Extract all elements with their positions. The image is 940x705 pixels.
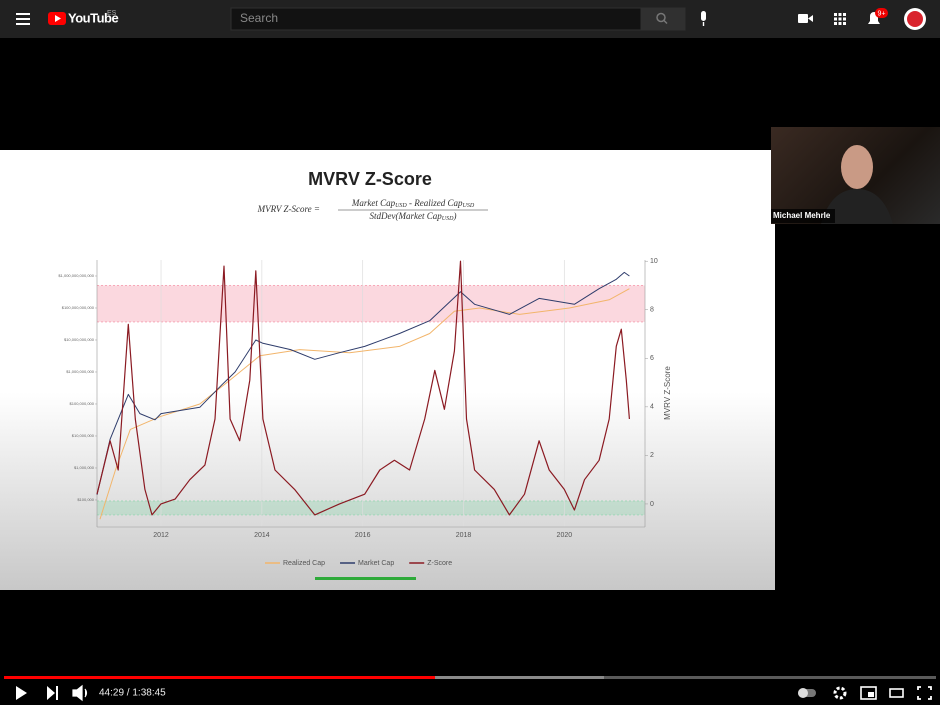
y-tick-label: $1,000,000: [74, 465, 95, 470]
settings-button[interactable]: [833, 686, 847, 700]
formula-numerator: Market CapUSD - Realized CapUSD: [351, 198, 475, 209]
formula-part: ): [452, 211, 456, 221]
face: [841, 145, 873, 189]
shirt: [821, 189, 893, 224]
formula-sub: USD: [395, 203, 407, 209]
fullscreen-button[interactable]: [917, 686, 932, 700]
series-line: [96, 260, 630, 516]
y-tick-label: $100,000,000: [70, 401, 95, 406]
next-button[interactable]: [47, 686, 58, 700]
logo-play: [55, 15, 61, 22]
x-tick-label: 2016: [355, 532, 371, 539]
time: 44:29 / 1:38:45: [99, 688, 166, 699]
menu-button[interactable]: [16, 13, 30, 25]
logo-text[interactable]: YouTube: [68, 10, 119, 25]
formula-lhs: MVRV Z-Score =: [257, 204, 320, 214]
theater-button[interactable]: [889, 688, 904, 698]
formula-part: Market Cap: [351, 198, 396, 208]
apps-button[interactable]: [834, 13, 846, 25]
header: YouTube ES Search 9+: [0, 0, 940, 38]
chart-screenshot: MVRV Z-Score MVRV Z-Score = Market CapUS…: [0, 150, 775, 590]
formula-part: StdDev(Market Cap: [370, 211, 443, 221]
search-box[interactable]: [230, 7, 642, 31]
search-icon-handle: [663, 19, 668, 25]
avatar-logo: [907, 11, 923, 27]
y-tick-label: $100,000: [77, 497, 94, 502]
x-tick-label: 2014: [254, 532, 270, 539]
region: ES: [107, 10, 117, 17]
mic-button[interactable]: [701, 11, 706, 26]
y2-tick-label: 4: [650, 404, 654, 411]
formula-part: - Realized Cap: [407, 198, 463, 208]
band: [97, 285, 645, 322]
y-tick-label: $1,000,000,000: [66, 369, 95, 374]
miniplayer-button[interactable]: [860, 686, 877, 700]
y-tick-label: $10,000,000: [72, 433, 95, 438]
formula-sub: USD: [442, 216, 454, 222]
name: Michael Mehrle: [773, 211, 831, 220]
autoplay-knob: [798, 688, 808, 698]
progress-played: [4, 676, 435, 679]
legend-label: Realized Cap: [283, 560, 325, 567]
play-button[interactable]: [16, 686, 27, 700]
create-button[interactable]: [798, 14, 813, 23]
y-tick-label: $10,000,000,000: [64, 337, 95, 342]
search-button[interactable]: [640, 7, 686, 31]
y2-tick-label: 6: [650, 355, 654, 362]
x-tick-label: 2012: [153, 532, 169, 539]
y2-tick-label: 10: [650, 258, 658, 265]
search-icon: [656, 12, 666, 23]
x-tick-label: 2020: [557, 532, 573, 539]
y2-axis-label: MVRV Z-Score: [663, 366, 672, 420]
chart-title: MVRV Z-Score: [308, 169, 432, 189]
volume-button[interactable]: [72, 684, 88, 702]
formula-sub: USD: [463, 203, 475, 209]
y2-tick-label: 0: [650, 501, 654, 508]
series-line: [96, 271, 630, 495]
underline-marker: [315, 577, 416, 580]
name-tag: [771, 209, 835, 223]
y-tick-label: $100,000,000,000: [62, 305, 95, 310]
y-tick-label: $1,000,000,000,000: [58, 273, 94, 278]
x-tick-label: 2018: [456, 532, 472, 539]
notification-count: 9+: [878, 10, 886, 17]
legend-label: Z-Score: [427, 560, 452, 567]
webcam-view: Michael Mehrle: [771, 145, 893, 224]
player-controls: 44:29 / 1:38:45: [4, 676, 936, 702]
search-placeholder: Search: [240, 11, 278, 25]
band: [97, 501, 645, 515]
webcam: Michael Mehrle: [771, 127, 940, 224]
legend-label: Market Cap: [358, 560, 394, 567]
formula-denominator: StdDev(Market CapUSD): [370, 211, 457, 222]
y2-tick-label: 8: [650, 307, 654, 314]
miniplayer-icon: [868, 692, 874, 697]
y2-tick-label: 2: [650, 452, 654, 459]
series-line: [99, 288, 630, 520]
notification-badge: [875, 8, 888, 18]
